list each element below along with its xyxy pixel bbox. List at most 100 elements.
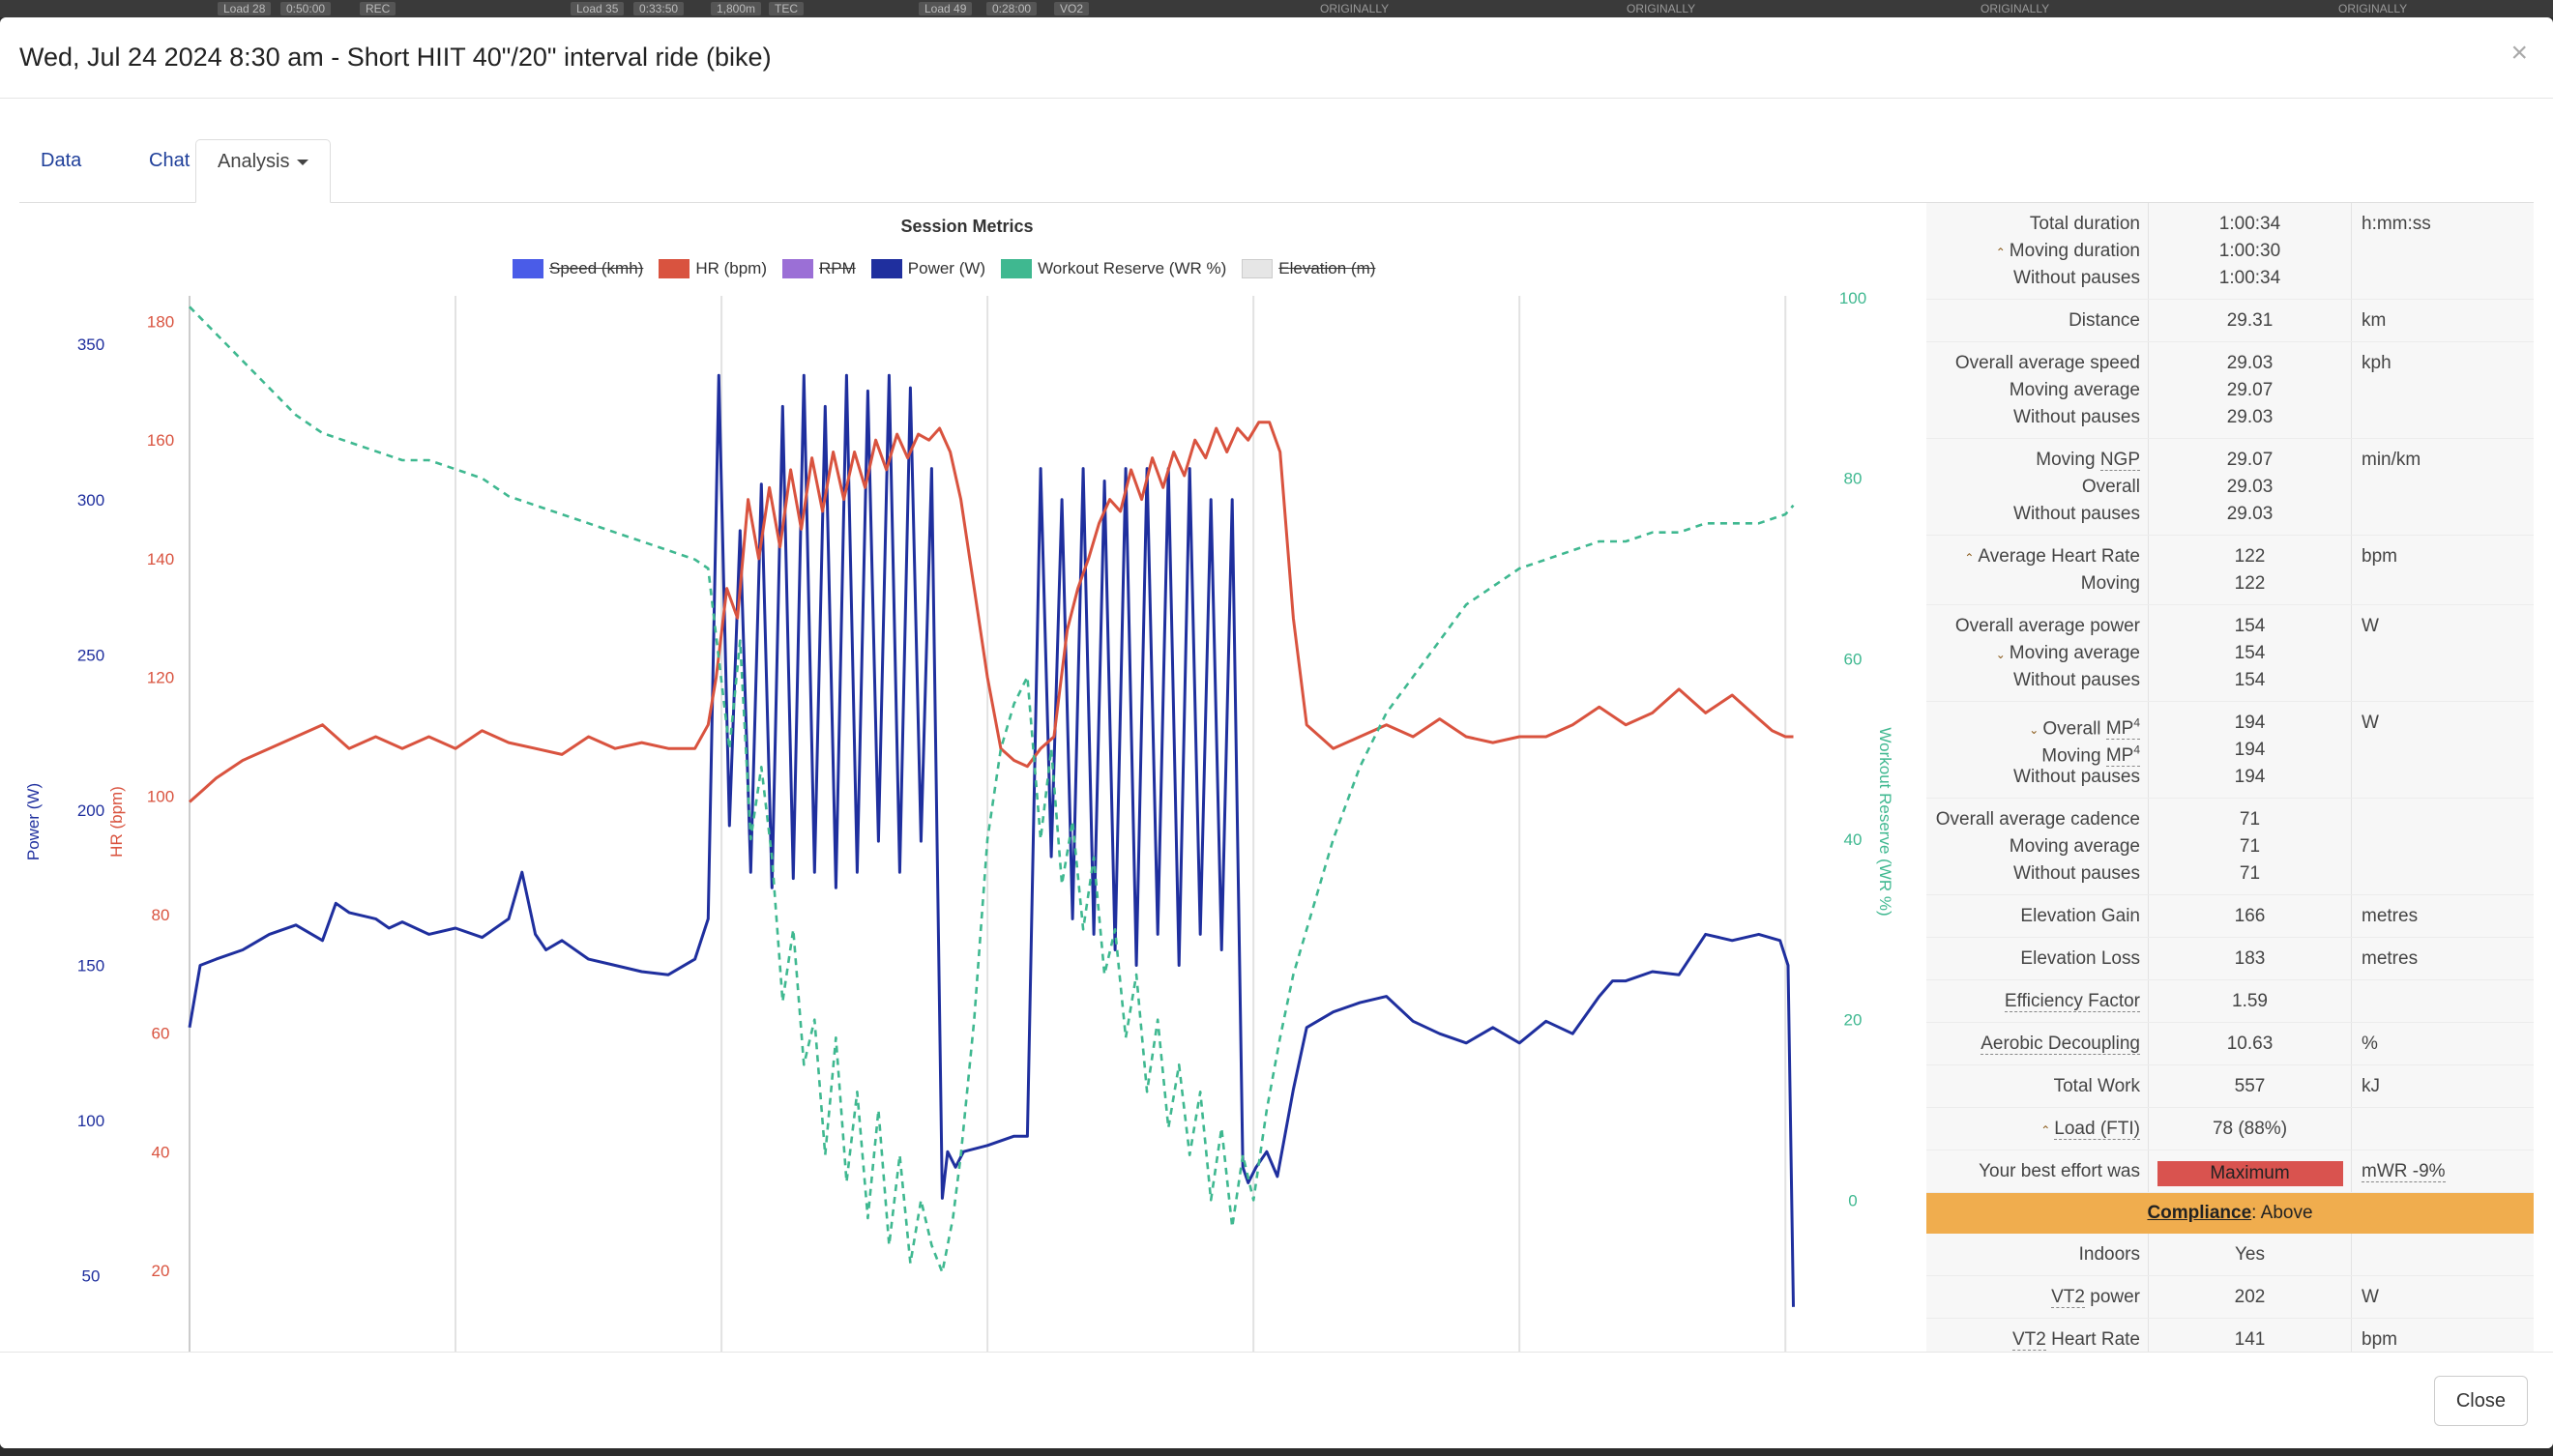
chevron-down-icon[interactable]: ⌄ bbox=[1995, 648, 2006, 661]
stats-label-text: Elevation Gain bbox=[2020, 906, 2140, 926]
stats-row: ⌃ Average Heart Rate Moving 122 122 bpm bbox=[1926, 536, 2534, 605]
legend-label: RPM bbox=[819, 259, 856, 277]
compliance-banner: Compliance: Above bbox=[1926, 1193, 2534, 1234]
tab-analysis[interactable]: Analysis bbox=[195, 139, 332, 203]
stats-value-cell: 122 122 bbox=[2149, 536, 2352, 604]
stats-label-text: Overall average speed bbox=[1954, 353, 2140, 373]
stats-unit bbox=[2362, 988, 2534, 1015]
stats-label-term[interactable]: NGP bbox=[2099, 450, 2140, 471]
stats-label: Overall average power bbox=[1926, 613, 2140, 640]
legend-item[interactable]: Power (W) bbox=[870, 259, 985, 278]
stats-label-text: Distance bbox=[2069, 310, 2140, 331]
stats-unit-text: metres bbox=[2362, 906, 2419, 926]
wr-tick-label: 0 bbox=[1848, 1191, 1857, 1209]
stats-value: 166 bbox=[2234, 906, 2266, 926]
chevron-up-icon[interactable]: ⌃ bbox=[2040, 1123, 2051, 1137]
stats-value: 1:00:34 bbox=[2218, 214, 2281, 234]
stats-unit-cell: W bbox=[2352, 605, 2534, 701]
stats-unit-cell: kph bbox=[2352, 342, 2534, 438]
stats-unit-cell bbox=[2352, 799, 2534, 894]
stats-label-text: Without pauses bbox=[2013, 863, 2140, 884]
stats-value: 10.63 bbox=[2226, 1034, 2274, 1054]
stats-unit bbox=[2362, 474, 2534, 501]
stats-row: Overall average speed Moving average Witho… bbox=[1926, 342, 2534, 439]
stats-label[interactable]: VT2 Heart Rate bbox=[1926, 1326, 2140, 1354]
stats-label-text: Overall average cadence bbox=[1935, 809, 2140, 830]
stats-row: Indoors Yes bbox=[1926, 1234, 2534, 1276]
tab-data[interactable]: Data bbox=[41, 150, 82, 171]
stats-label[interactable]: VT2 power bbox=[1926, 1284, 2140, 1311]
stats-label-term[interactable]: MP4 bbox=[2105, 743, 2140, 768]
hr-tick-label: 180 bbox=[147, 313, 174, 332]
stats-row: Your best effort was Maximum mWR -9% bbox=[1926, 1150, 2534, 1193]
stats-label-text: Without pauses bbox=[2013, 504, 2140, 524]
stats-label-term[interactable]: Aerobic Decoupling bbox=[1981, 1034, 2140, 1055]
stats-unit bbox=[2362, 806, 2534, 833]
power-tick-label: 150 bbox=[77, 957, 104, 976]
tab-chat[interactable]: Chat bbox=[149, 150, 191, 171]
background-originally-label: ORIGINALLY bbox=[1627, 2, 1696, 15]
hr-axis-label: HR (bpm) bbox=[107, 786, 126, 858]
legend-item[interactable]: HR (bpm) bbox=[659, 259, 767, 278]
legend-item[interactable]: Workout Reserve (WR %) bbox=[1001, 259, 1226, 278]
stats-label-text: Average Heart Rate bbox=[1978, 546, 2140, 567]
stats-value: 194 bbox=[2234, 713, 2266, 733]
compliance-label[interactable]: Compliance bbox=[2147, 1203, 2252, 1223]
stats-unit: mWR -9% bbox=[2362, 1158, 2534, 1185]
close-icon[interactable]: × bbox=[2510, 37, 2528, 69]
stats-label-term[interactable]: Load (FTI) bbox=[2054, 1119, 2140, 1140]
stats-label-cell: Indoors bbox=[1926, 1234, 2149, 1275]
legend-item[interactable]: Speed (kmh) bbox=[513, 259, 643, 278]
stats-label-cell: Elevation Gain bbox=[1926, 895, 2149, 937]
stats-value: 122 bbox=[2234, 546, 2266, 567]
chevron-up-icon[interactable]: ⌃ bbox=[1995, 246, 2006, 259]
stats-unit-text: h:mm:ss bbox=[2362, 214, 2431, 234]
stats-unit: km bbox=[2362, 307, 2534, 335]
stats-unit bbox=[2362, 265, 2534, 292]
background-tag: 0:28:00 bbox=[986, 2, 1038, 15]
stats-label[interactable]: ⌄ Overall MP4 bbox=[1926, 710, 2140, 741]
stats-unit-text[interactable]: mWR -9% bbox=[2362, 1161, 2446, 1182]
stats-value: 154 bbox=[2234, 616, 2266, 636]
stats-label-text: Moving bbox=[2036, 450, 2100, 470]
stats-label-term[interactable]: VT2 bbox=[2051, 1287, 2085, 1308]
stats-label[interactable]: Aerobic Decoupling bbox=[1926, 1031, 2140, 1058]
stats-label[interactable]: Moving NGP bbox=[1926, 447, 2140, 474]
stats-label-term[interactable]: MP4 bbox=[2105, 716, 2140, 741]
hr-tick-label: 60 bbox=[152, 1025, 170, 1043]
hr-tick-label: 100 bbox=[147, 787, 174, 805]
stats-unit-cell: mWR -9% bbox=[2352, 1150, 2534, 1192]
stats-label-term[interactable]: VT2 bbox=[2011, 1329, 2046, 1351]
background-tag: REC bbox=[360, 2, 396, 15]
stats-unit: W bbox=[2362, 613, 2534, 640]
stats-label[interactable]: ⌃ Load (FTI) bbox=[1926, 1116, 2140, 1143]
legend-item[interactable]: Elevation (m) bbox=[1242, 259, 1375, 278]
stats-value: 29.03 bbox=[2226, 353, 2274, 373]
stats-value: 194 bbox=[2234, 767, 2266, 787]
stats-label-cell: Elevation Loss bbox=[1926, 938, 2149, 979]
stats-unit-cell bbox=[2352, 1234, 2534, 1275]
stats-unit-text: W bbox=[2362, 1287, 2379, 1307]
stats-label-term[interactable]: Efficiency Factor bbox=[2004, 991, 2140, 1012]
legend-item[interactable]: RPM bbox=[782, 259, 856, 278]
stats-value-cell: 166 bbox=[2149, 895, 2352, 937]
background-originally-label: ORIGINALLY bbox=[1981, 2, 2050, 15]
stats-unit: bpm bbox=[2362, 543, 2534, 570]
stats-label: Moving average bbox=[1926, 833, 2140, 860]
close-button[interactable]: Close bbox=[2433, 1376, 2528, 1426]
stats-value-cell: 1:00:34 1:00:30 1:00:34 bbox=[2149, 203, 2352, 299]
stats-label[interactable]: Efficiency Factor bbox=[1926, 988, 2140, 1015]
chevron-up-icon[interactable]: ⌃ bbox=[1964, 551, 1975, 565]
chevron-down-icon[interactable]: ⌄ bbox=[2029, 723, 2039, 738]
background-tag: Load 35 bbox=[571, 2, 625, 15]
stats-label: Distance bbox=[1926, 307, 2140, 335]
stats-unit: kph bbox=[2362, 350, 2534, 377]
legend-label: Workout Reserve (WR %) bbox=[1038, 259, 1227, 277]
stats-unit-cell: bpm bbox=[2352, 536, 2534, 604]
background-tag: VO2 bbox=[1054, 2, 1090, 15]
stats-label-sup: 4 bbox=[2133, 743, 2140, 757]
stats-unit bbox=[2362, 501, 2534, 528]
stats-label[interactable]: Moving MP4 bbox=[1926, 737, 2140, 768]
stats-unit bbox=[2362, 860, 2534, 888]
